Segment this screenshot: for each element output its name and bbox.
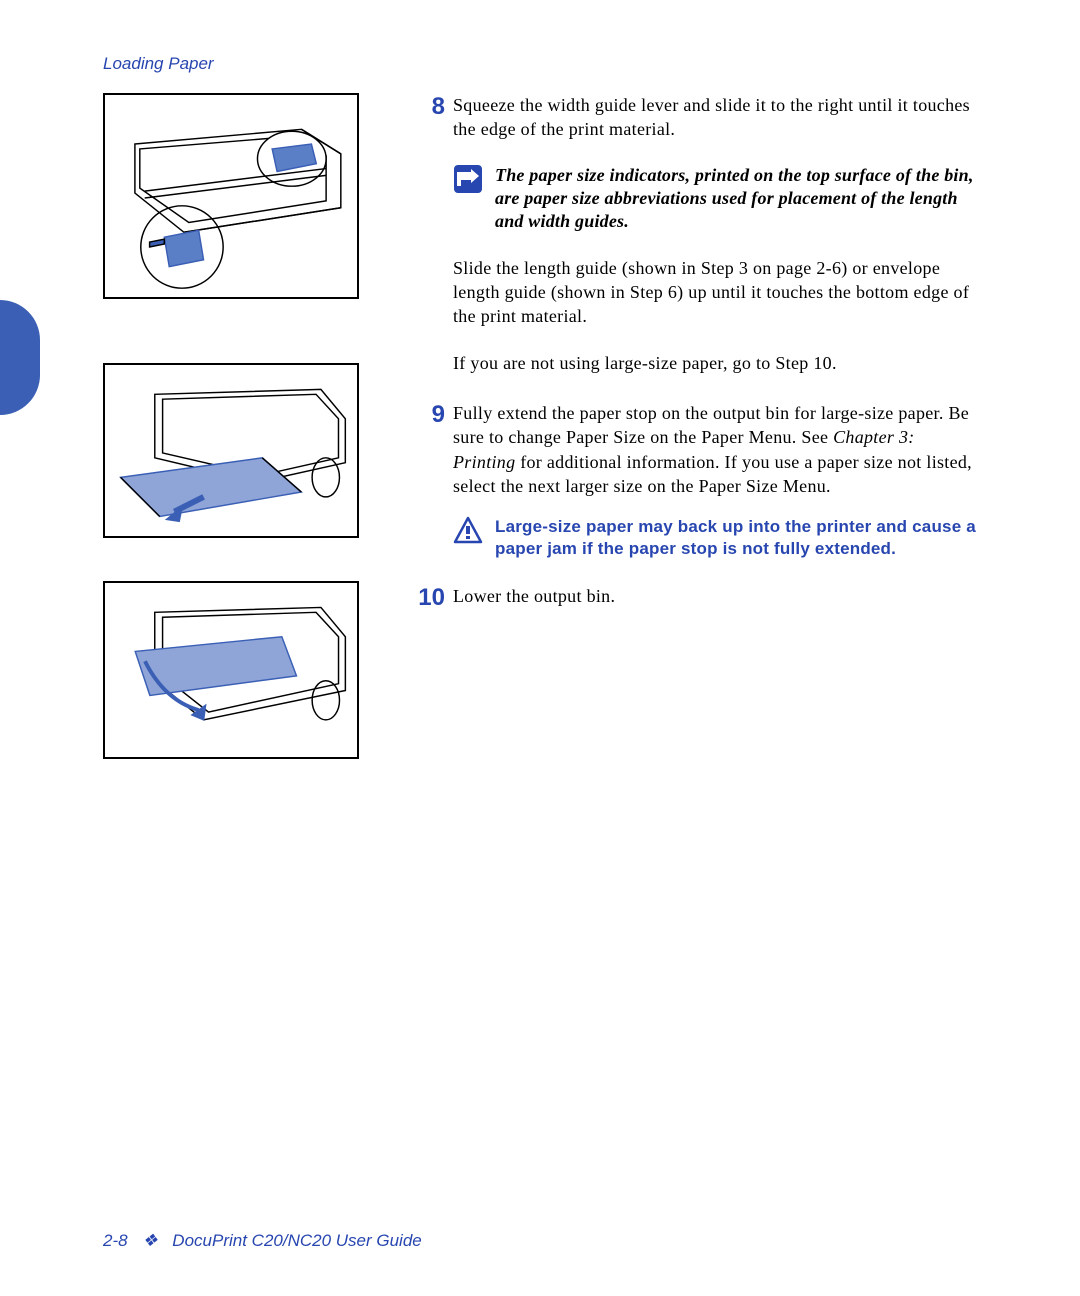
page-number: 2-8 [103,1231,128,1250]
warning-text: Large-size paper may back up into the pr… [495,516,981,560]
step-number-8: 8 [417,93,445,119]
step-10-text: Lower the output bin. [453,584,615,608]
section-title: Loading Paper [103,54,214,73]
note-text: The paper size indicators, printed on th… [495,164,981,234]
step-9: 9 Fully extend the paper stop on the out… [417,401,981,498]
footer-bullet-icon: ❖ [142,1231,157,1250]
step-9-illustration [103,363,359,538]
step-9-text-b: for additional information. If you use a… [453,452,972,496]
step-number-10: 10 [407,584,445,610]
content-column: 8 Squeeze the width guide lever and slid… [417,93,981,610]
step-10: 10 Lower the output bin. [417,584,981,610]
paragraph-1: Slide the length guide (shown in Step 3 … [453,256,981,329]
step-8-illustration [103,93,359,299]
page-footer: 2-8 ❖ DocuPrint C20/NC20 User Guide [103,1231,422,1251]
step-9-text: Fully extend the paper stop on the outpu… [453,401,981,498]
step-8: 8 Squeeze the width guide lever and slid… [417,93,981,142]
warning-triangle-icon [453,516,483,546]
chapter-tab [0,300,40,415]
arrow-note-icon [453,164,483,194]
step-number-9: 9 [417,401,445,427]
paragraph-2: If you are not using large-size paper, g… [453,351,981,375]
page-header: Loading Paper [103,54,214,74]
step-8-text: Squeeze the width guide lever and slide … [453,93,981,142]
illustration-column [103,93,359,759]
warning-callout: Large-size paper may back up into the pr… [453,516,981,560]
guide-title: DocuPrint C20/NC20 User Guide [172,1231,421,1250]
step-10-illustration [103,581,359,759]
note-callout: The paper size indicators, printed on th… [453,164,981,234]
